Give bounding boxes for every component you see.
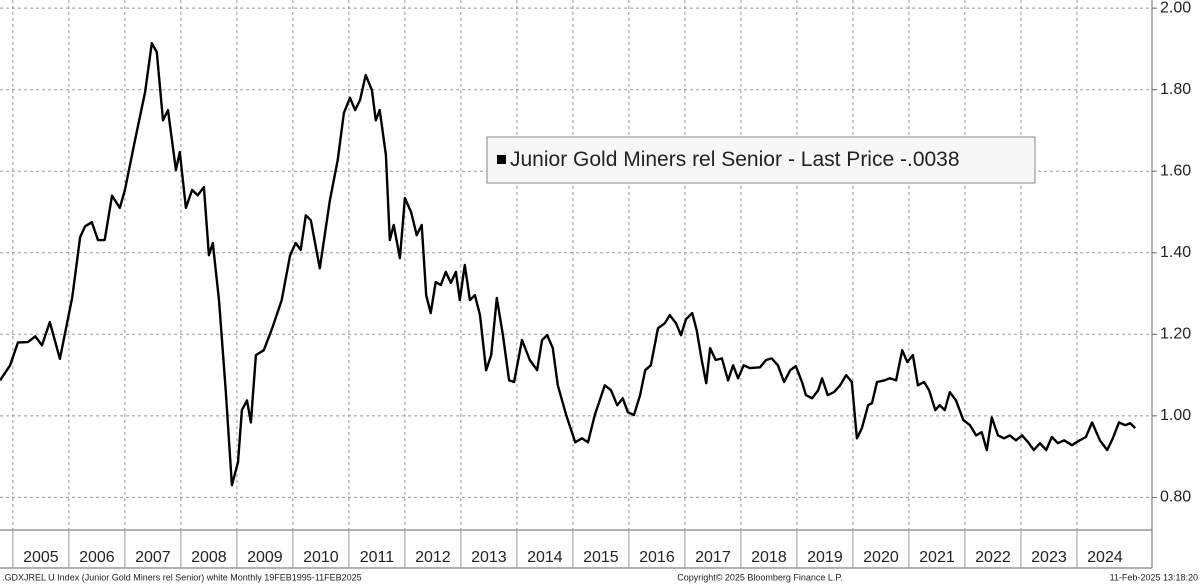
x-tick-label: 2021 <box>919 549 955 566</box>
x-tick-label: 2015 <box>583 549 619 566</box>
x-tick-label: 2019 <box>807 549 843 566</box>
x-tick-label: 2010 <box>303 549 339 566</box>
x-tick-label: 2006 <box>79 549 115 566</box>
x-tick-label: 2024 <box>1087 549 1123 566</box>
x-tick-label: 2020 <box>863 549 899 566</box>
footer-right: 11-Feb-2025 13:18:20 <box>1110 572 1198 582</box>
y-tick-label: 1.00 <box>1160 407 1191 424</box>
legend: Junior Gold Miners rel Senior - Last Pric… <box>510 148 960 171</box>
x-tick-label: 2007 <box>135 549 171 566</box>
x-tick-label: 2005 <box>23 549 59 566</box>
legend-swatch <box>497 155 506 164</box>
y-tick-label: 2.00 <box>1160 0 1191 16</box>
y-tick-label: 1.60 <box>1160 162 1191 179</box>
x-tick-label: 2009 <box>247 549 283 566</box>
x-tick-label: 2012 <box>415 549 451 566</box>
legend-note: - Last Price -.0038 <box>788 148 960 171</box>
footer-left: .GDXJREL U Index (Junior Gold Miners rel… <box>2 572 362 582</box>
axes: 0.80 1.00 1.20 1.40 1.60 1.80 2.00 2005 2006 2007… <box>0 0 1191 569</box>
x-tick-label: 2016 <box>639 549 675 566</box>
x-tick-label: 2022 <box>975 549 1011 566</box>
x-tick-label: 2017 <box>695 549 731 566</box>
y-tick-label: 1.20 <box>1160 326 1191 343</box>
x-tick-label: 2018 <box>751 549 787 566</box>
legend-label: Junior Gold Miners rel Senior <box>510 148 782 171</box>
footer-center: Copyright© 2025 Bloomberg Finance L.P. <box>677 572 843 582</box>
y-tick-label: 0.80 <box>1160 489 1191 506</box>
x-tick-label: 2014 <box>527 549 563 566</box>
x-tick-label: 2023 <box>1031 549 1067 566</box>
x-tick-label: 2011 <box>360 549 395 566</box>
x-tick-label: 2013 <box>471 549 507 566</box>
legend-box <box>486 136 1036 184</box>
y-tick-label: 1.40 <box>1160 244 1191 261</box>
data-line <box>0 42 1137 487</box>
y-tick-label: 1.80 <box>1160 81 1191 98</box>
x-tick-label: 2008 <box>191 549 227 566</box>
